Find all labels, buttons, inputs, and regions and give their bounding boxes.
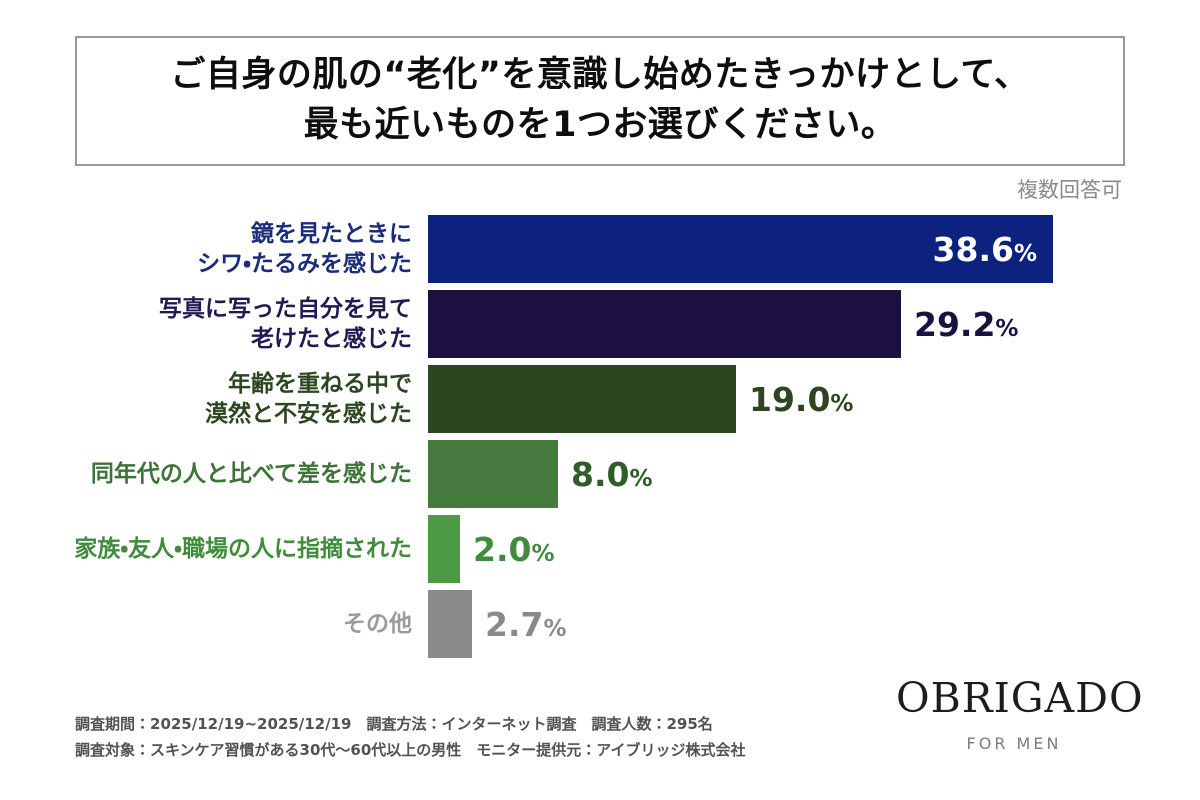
bar	[428, 365, 736, 433]
chart-row: 鏡を見たときに シワ・たるみを感じた 38.6%	[0, 215, 1200, 283]
bar	[428, 440, 558, 508]
category-label-line: 写真に写った自分を見て	[159, 295, 412, 322]
category-label: 家族・友人・職場の人に指摘された	[0, 534, 420, 564]
category-label-line: 年齢を重ねる中で	[228, 370, 412, 397]
category-label-line: 漠然と不安を感じた	[205, 401, 412, 427]
bar-area: 2.7%	[428, 590, 1200, 658]
chart-title-box: ご自身の肌の“老化”を意識し始めたきっかけとして、 最も近いものを1つお選びくだ…	[75, 36, 1125, 166]
value-label: 38.6%	[933, 233, 1053, 266]
category-label: 同年代の人と比べて差を感じた	[0, 459, 420, 489]
brand-logo: OBRIGADO FOR MEN	[896, 674, 1144, 754]
value-label: 29.2%	[914, 308, 1018, 341]
category-label: 鏡を見たときに シワ・たるみを感じた	[0, 219, 420, 280]
percent-sign: %	[830, 390, 854, 417]
bar-area: 38.6%	[428, 215, 1200, 283]
bar: 38.6%	[428, 215, 1053, 283]
bar-area: 19.0%	[428, 365, 1200, 433]
category-label: その他	[0, 609, 420, 639]
value-number: 8.0	[571, 454, 630, 494]
chart-row: 家族・友人・職場の人に指摘された 2.0%	[0, 515, 1200, 583]
survey-details-line-1: 調査期間：2025/12/19~2025/12/19 調査方法：インターネット調…	[75, 715, 713, 733]
percent-sign: %	[1013, 240, 1037, 267]
chart-title-line-1: ご自身の肌の“老化”を意識し始めたきっかけとして、	[170, 55, 1030, 96]
chart-row: その他 2.7%	[0, 590, 1200, 658]
survey-details: 調査期間：2025/12/19~2025/12/19 調査方法：インターネット調…	[75, 711, 746, 764]
category-label-line: 家族・友人・職場の人に指摘された	[74, 535, 412, 562]
bar-area: 8.0%	[428, 440, 1200, 508]
chart-row: 同年代の人と比べて差を感じた 8.0%	[0, 440, 1200, 508]
value-number: 2.0	[473, 529, 532, 569]
percent-sign: %	[995, 315, 1019, 342]
bar-chart: 鏡を見たときに シワ・たるみを感じた 38.6% 写真に写った自分を見て 老けた…	[0, 215, 1200, 665]
value-number: 38.6	[932, 229, 1014, 269]
value-label: 19.0%	[749, 383, 853, 416]
category-label-line: その他	[343, 610, 412, 637]
multiple-answers-note: 複数回答可	[1017, 178, 1122, 202]
chart-row: 写真に写った自分を見て 老けたと感じた 29.2%	[0, 290, 1200, 358]
value-label: 2.7%	[485, 608, 567, 641]
category-label: 年齢を重ねる中で 漠然と不安を感じた	[0, 369, 420, 430]
percent-sign: %	[543, 615, 567, 642]
brand-tagline: FOR MEN	[966, 734, 1062, 754]
value-label: 8.0%	[571, 458, 653, 491]
value-number: 19.0	[749, 379, 831, 419]
percent-sign: %	[629, 465, 653, 492]
bar	[428, 515, 460, 583]
value-number: 29.2	[914, 304, 996, 344]
category-label-line: 鏡を見たときに	[251, 220, 412, 247]
chart-row: 年齢を重ねる中で 漠然と不安を感じた 19.0%	[0, 365, 1200, 433]
chart-title-line-2: 最も近いものを1つお選びください。	[303, 105, 897, 145]
bar-area: 2.0%	[428, 515, 1200, 583]
value-number: 2.7	[485, 604, 544, 644]
value-label: 2.0%	[473, 533, 555, 566]
category-label: 写真に写った自分を見て 老けたと感じた	[0, 294, 420, 355]
bar-area: 29.2%	[428, 290, 1200, 358]
bar	[428, 590, 472, 658]
category-label-line: 同年代の人と比べて差を感じた	[90, 460, 412, 487]
percent-sign: %	[531, 540, 555, 567]
brand-name: OBRIGADO	[896, 674, 1144, 722]
survey-details-line-2: 調査対象：スキンケア習慣がある30代～60代以上の男性 モニター提供元：アイブリ…	[75, 741, 746, 760]
category-label-line: 老けたと感じた	[251, 326, 412, 352]
bar	[428, 290, 901, 358]
category-label-line: シワ・たるみを感じた	[197, 251, 412, 277]
